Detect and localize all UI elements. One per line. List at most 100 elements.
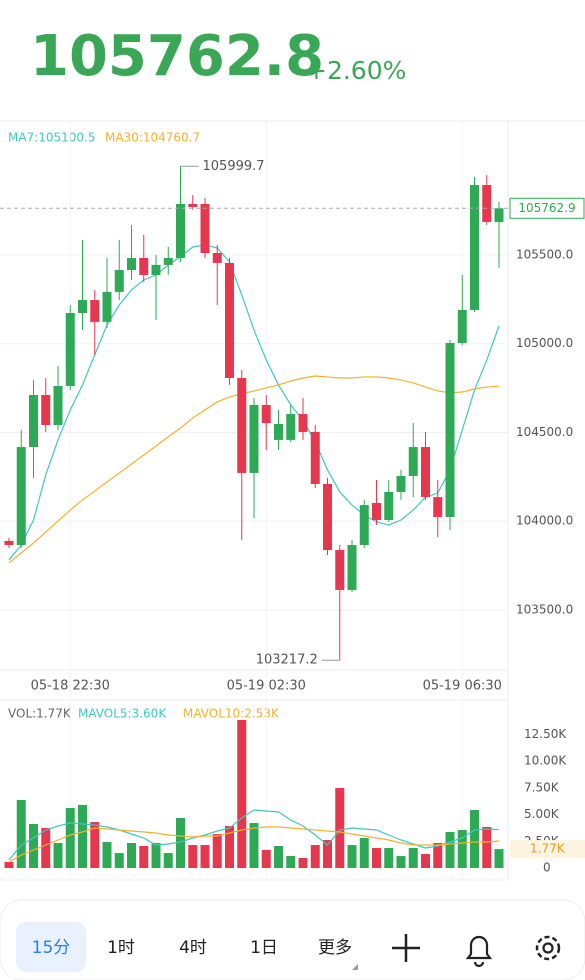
candle-body (310, 431, 320, 484)
volume-bar (78, 804, 87, 868)
volume-bar (494, 849, 504, 868)
tab[interactable]: 更多 (318, 938, 352, 958)
gear[interactable] (535, 935, 561, 961)
candle-body (261, 404, 271, 424)
x-tick-label: 05-19 02:30 (227, 679, 306, 694)
candle-body (421, 447, 430, 498)
legend-mavol10: MAVOL10:2.53K (183, 707, 280, 721)
candle-body (408, 447, 418, 476)
candle-body (347, 545, 357, 590)
low-label: 103217.2 (256, 653, 318, 668)
candle-body (4, 540, 14, 546)
candle-body (90, 300, 100, 322)
x-tick-label: 05-18 22:30 (31, 679, 110, 694)
candle-body (237, 377, 247, 473)
volume-bar (298, 857, 308, 868)
volume-bar (212, 834, 222, 868)
last-price-tag-label: 105762.9 (518, 201, 575, 215)
candle-body (102, 291, 112, 322)
volume-bar (163, 853, 173, 868)
volume-bar (408, 848, 418, 868)
ma-line (8, 375, 500, 564)
volume-bar (102, 842, 112, 868)
volume-bar (372, 848, 381, 868)
candle-body (286, 414, 296, 440)
tab[interactable]: 1时 (107, 938, 135, 958)
legend-vol: VOL:1.77K (8, 707, 72, 721)
volume-bar (470, 810, 479, 868)
candle-body (445, 343, 455, 517)
candle-body (372, 502, 381, 520)
volume-bar (65, 807, 75, 868)
y-tick-label: 103500.0 (516, 602, 573, 616)
tab[interactable]: 1日 (250, 938, 278, 958)
legend-ma7: MA7:105100.5 (8, 131, 96, 145)
volume-bar (335, 788, 345, 868)
last-price-tag (509, 197, 585, 219)
candle-body (470, 185, 479, 310)
volume-bar (347, 845, 357, 868)
candle-body (494, 208, 504, 222)
volume-bar (421, 854, 430, 868)
tab[interactable]: 15分 (32, 938, 71, 958)
volume-bar (151, 843, 161, 868)
volume-bar (188, 845, 198, 868)
candle-body (139, 257, 149, 276)
candle-body (53, 385, 63, 426)
candle-body (249, 404, 259, 473)
tab[interactable]: 4时 (179, 938, 207, 958)
y-tick-label: 104500.0 (516, 425, 573, 439)
volume-bar (274, 845, 283, 868)
volume-bar (396, 856, 406, 868)
alert-icon[interactable] (465, 935, 493, 968)
legend-mavol5: MAVOL5:3.60K (78, 707, 167, 721)
legend-ma30: MA30:104760.7 (105, 131, 200, 145)
volume-bar (29, 823, 38, 868)
candle-body (212, 253, 222, 263)
candle-body (16, 447, 26, 546)
candle-body (29, 395, 38, 448)
candle-body (457, 309, 467, 344)
candle-body (151, 264, 161, 276)
volume-bar (359, 837, 369, 868)
candle-body (176, 204, 185, 258)
candle-body (384, 491, 394, 520)
candle-body (65, 313, 75, 386)
tabs: 15分 1时 4时 1日 更多 (32, 938, 352, 958)
candle-body (127, 257, 136, 271)
x-tick-label: 05-19 06:30 (423, 679, 502, 694)
y-tick-label: 105500.0 (516, 247, 573, 261)
chart: 103500.0 104000.0 104500.0 105000.0 105500.0… (0, 122, 585, 880)
candle-body (41, 395, 51, 426)
volume-bar (237, 719, 247, 868)
gear-center[interactable] (542, 942, 554, 954)
candle-body (335, 549, 345, 590)
price-change: +2.60% (306, 56, 406, 85)
candle-body (323, 483, 332, 550)
candle-body (274, 423, 283, 440)
y-tick-label: 7.50K (524, 780, 560, 794)
volume-bar (127, 843, 136, 868)
high-label: 105999.7 (203, 159, 265, 174)
candle-body (200, 204, 210, 254)
volume-bar (4, 862, 14, 868)
candle-body (188, 204, 198, 208)
y-tick-label: 105000.0 (516, 336, 573, 350)
candle-body (163, 257, 173, 265)
draw-icon[interactable] (392, 934, 420, 962)
settings-icon[interactable] (535, 935, 561, 961)
ma-line (8, 244, 500, 561)
candle-body (298, 414, 308, 432)
candle-body (433, 497, 443, 517)
volume-bar (310, 845, 320, 868)
toolbar (0, 899, 585, 980)
candle-body (359, 505, 369, 546)
volume-bar (41, 827, 51, 868)
volume-bar (200, 845, 210, 868)
candle-body (396, 475, 406, 492)
volume-bar (286, 856, 296, 868)
volume-tag (510, 840, 585, 859)
last-price: 105762.8 (30, 24, 324, 89)
